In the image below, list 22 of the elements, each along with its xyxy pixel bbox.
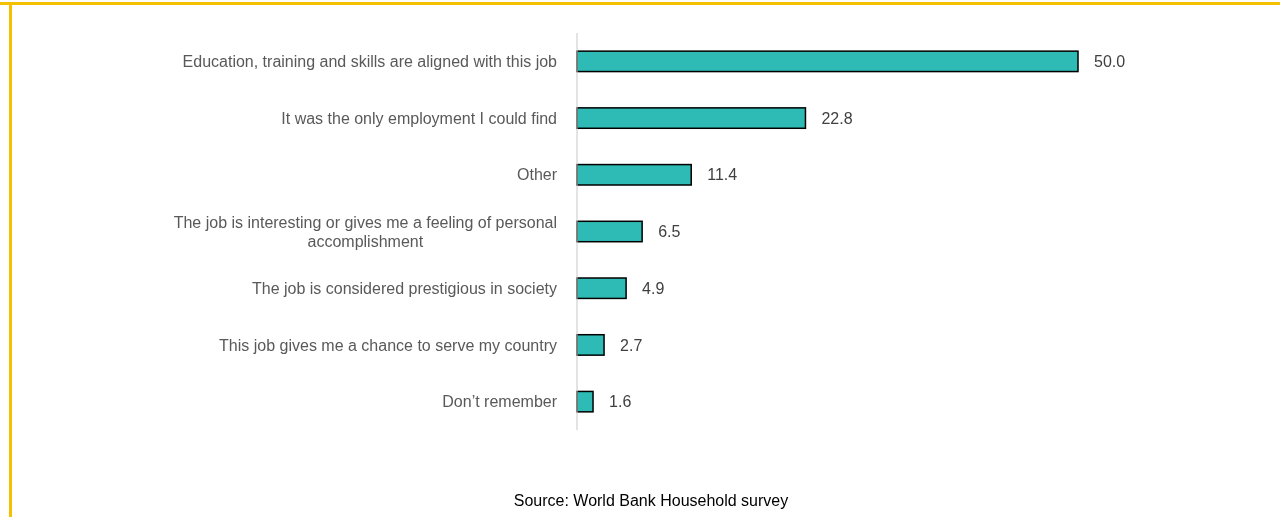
data-label: 50.0 [1094,52,1126,70]
data-label: 22.8 [821,109,853,127]
bar [576,390,594,413]
y-tick-label: The job is interesting or gives me a feeling of personal accomplishment [173,213,557,250]
y-tick-label: The job is considered prestigious in society [251,279,557,297]
data-label: 6.5 [658,223,681,241]
data-label: 11.4 [707,166,738,184]
bar [576,107,807,130]
y-tick-label: It was the only employment I could find [281,109,557,127]
source-note: Source: World Bank Household survey [513,492,789,509]
y-tick-label: Education, training and skills are aligned with this job [182,52,558,70]
data-label: 1.6 [609,393,632,411]
bar [576,163,692,186]
y-tick-label: Other [516,166,558,184]
y-tick-label: This job gives me a chance to serve my country [219,336,557,354]
y-tick-label: Don’t remember [442,393,558,411]
data-label: 4.9 [642,279,665,297]
bar [576,220,643,243]
bar [576,333,605,356]
data-label: 2.7 [620,336,643,354]
bar [576,50,1079,73]
bar [576,277,627,300]
